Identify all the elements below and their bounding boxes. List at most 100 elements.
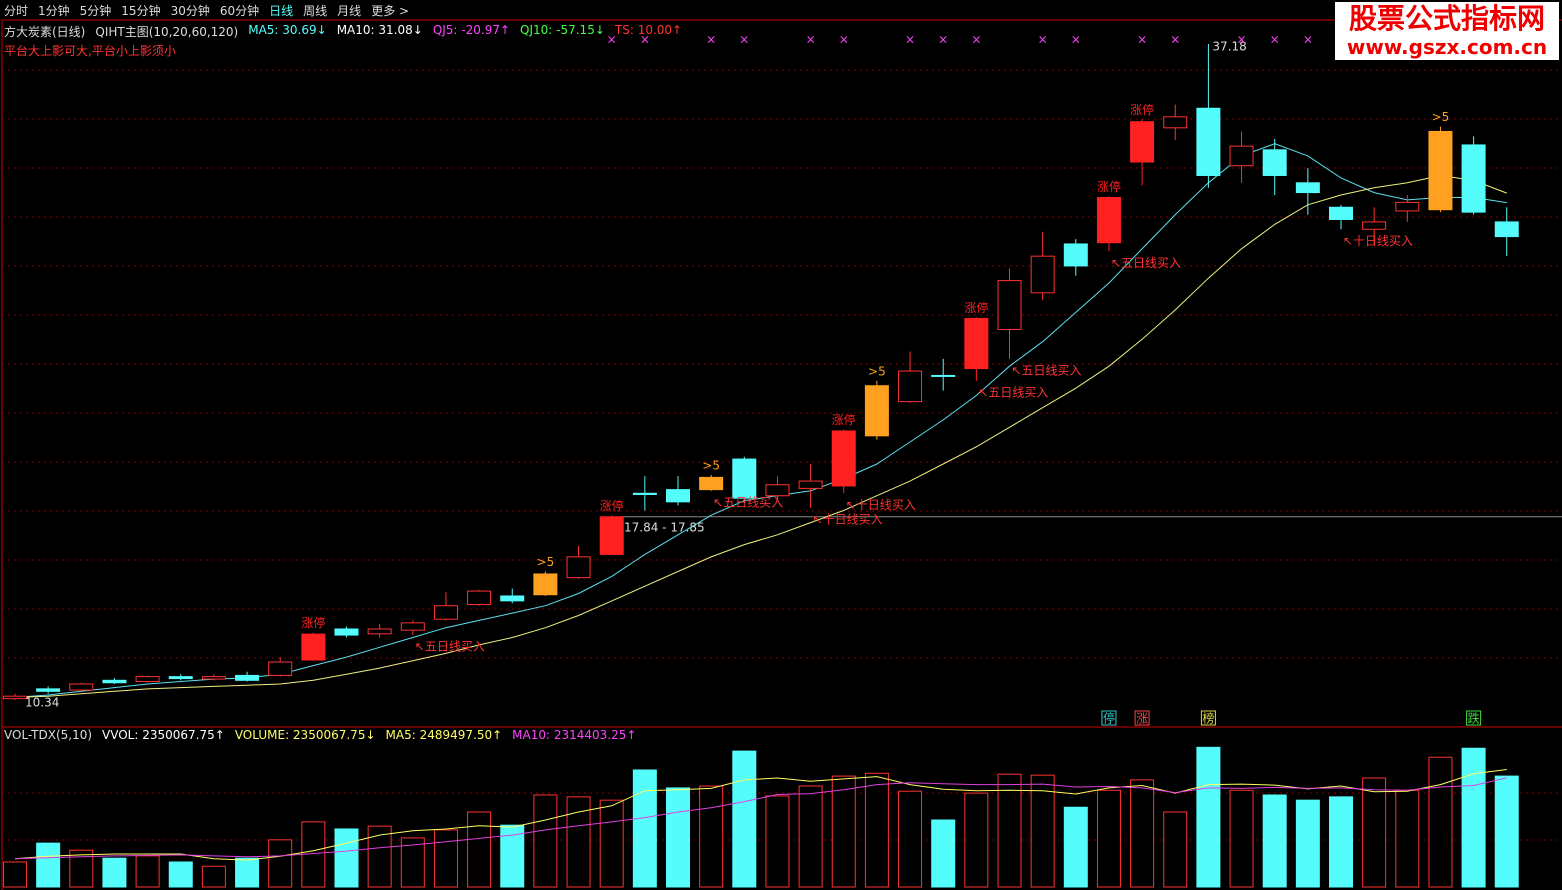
volume-bar [898,790,923,888]
volume-bar [699,785,724,888]
volume-bar [831,775,856,888]
ma-line [14,143,1507,698]
tag: 涨停 [964,300,988,315]
volume-bar [3,861,27,888]
x-marker: × [938,33,948,47]
menu: 分时 1分钟 5分钟 15分钟 30分钟 60分钟 日线 周线 月线 更多 > [4,2,409,19]
buy-signal: ↖十日线买入 [846,498,916,512]
volume-bar [334,828,359,888]
high-label: 37.18 [1212,39,1246,53]
watermark-title: 股票公式指标网 [1348,2,1545,35]
candle-body [798,480,823,489]
menu-item[interactable]: 周线 [303,4,328,18]
price-line-label: 17.84 - 17.85 [624,520,705,534]
note-text: 平台大上影可大,平台小上影须小 [4,44,176,58]
menu-item[interactable]: 60分钟 [219,4,260,18]
volume-bar [201,865,226,888]
menu-item[interactable]: 5分钟 [79,4,112,18]
candle-body [1395,201,1420,212]
stock-title: 方大炭素(日线) [4,25,86,39]
volume-bar [1362,777,1387,888]
candle-body [898,370,923,403]
menu-item[interactable]: 分时 [4,4,29,18]
x-marker: × [905,33,915,47]
legend-item: QJ10: -57.15↓ [520,23,605,37]
candle-body [1030,255,1055,294]
ma-line [14,777,1507,860]
legend-item: QJ5: -20.97↑ [432,23,511,37]
candle-body [765,484,790,497]
menu-item[interactable]: 日线 [269,4,294,18]
x-marker: × [739,33,749,47]
candle-body [400,622,425,631]
tag: 涨停 [1130,102,1154,117]
volume-legend: VOL-TDX(5,10) VVOL: 2350067.75↑ VOLUME: 2… [4,728,636,742]
candle-body [1295,182,1320,194]
note: 平台大上影可大,平台小上影须小 [4,42,176,59]
volume-bar [1494,775,1519,888]
volume-bar [666,787,690,888]
candle-body [1428,130,1453,211]
volume-bar [467,811,492,888]
buy-signal: ↖十日线买入 [813,512,883,526]
candle-body [1494,221,1519,238]
candle-body [964,317,989,370]
indicator: QIHT主图(10,20,60,120) [95,25,239,39]
candle-body [168,676,193,680]
menu-item[interactable]: 月线 [337,4,362,18]
candle-body [997,280,1022,330]
x-marker: × [1170,33,1180,47]
candle-body [1063,243,1088,267]
candle-body [135,676,160,683]
candle-body [500,595,525,602]
buy-signal: ↖五日线买入 [713,495,783,509]
candle-body [1461,144,1486,213]
x-marker: × [1237,33,1247,47]
candle-body [235,674,260,681]
candle-body [367,628,392,635]
watermark-url: www.gszx.com.cn [1346,35,1548,59]
volume-bar [1130,779,1155,888]
volume-bar [69,849,94,888]
menu-item[interactable]: 更多 > [371,4,410,18]
x-marker: × [839,33,849,47]
volume-bar [268,839,293,888]
candle-body [467,590,492,606]
volume-bar [1295,799,1320,888]
menu-item[interactable]: 30分钟 [170,4,210,18]
x-marker: × [1038,33,1048,47]
badge-box [1200,710,1216,726]
candle-body [864,385,889,437]
candle-body [732,458,757,499]
badge-box [1466,710,1482,726]
menu-item[interactable]: 15分钟 [121,4,161,18]
candle-body [1130,121,1155,163]
volume-bar [964,792,989,888]
candle-body [102,679,127,684]
badge-box [1134,710,1150,726]
volume-bar [367,825,392,888]
badge: 跌 [1468,711,1480,726]
badge: 停 [1103,711,1115,726]
volume-bar [1461,747,1486,888]
candle-body [69,683,94,691]
candle-body [1096,196,1121,244]
menu-item[interactable]: 1分钟 [38,4,70,18]
legend-item: MA10: 2314403.25↑ [512,728,637,742]
tag: 涨停 [1097,179,1121,194]
candle-body [201,676,226,680]
x-marker: × [1071,33,1081,47]
candle-body [533,573,558,596]
tag: 涨停 [600,498,624,513]
candle-body [36,688,61,692]
x-marker: × [1270,33,1280,47]
candle-body [1262,149,1287,176]
volume-bar [1163,811,1188,888]
legend-item: MA5: 2489497.50↑ [385,728,503,742]
candle-body [268,661,293,676]
volume-bar [235,857,260,888]
badge: 榜 [1202,711,1214,726]
candle-body [1163,116,1188,129]
